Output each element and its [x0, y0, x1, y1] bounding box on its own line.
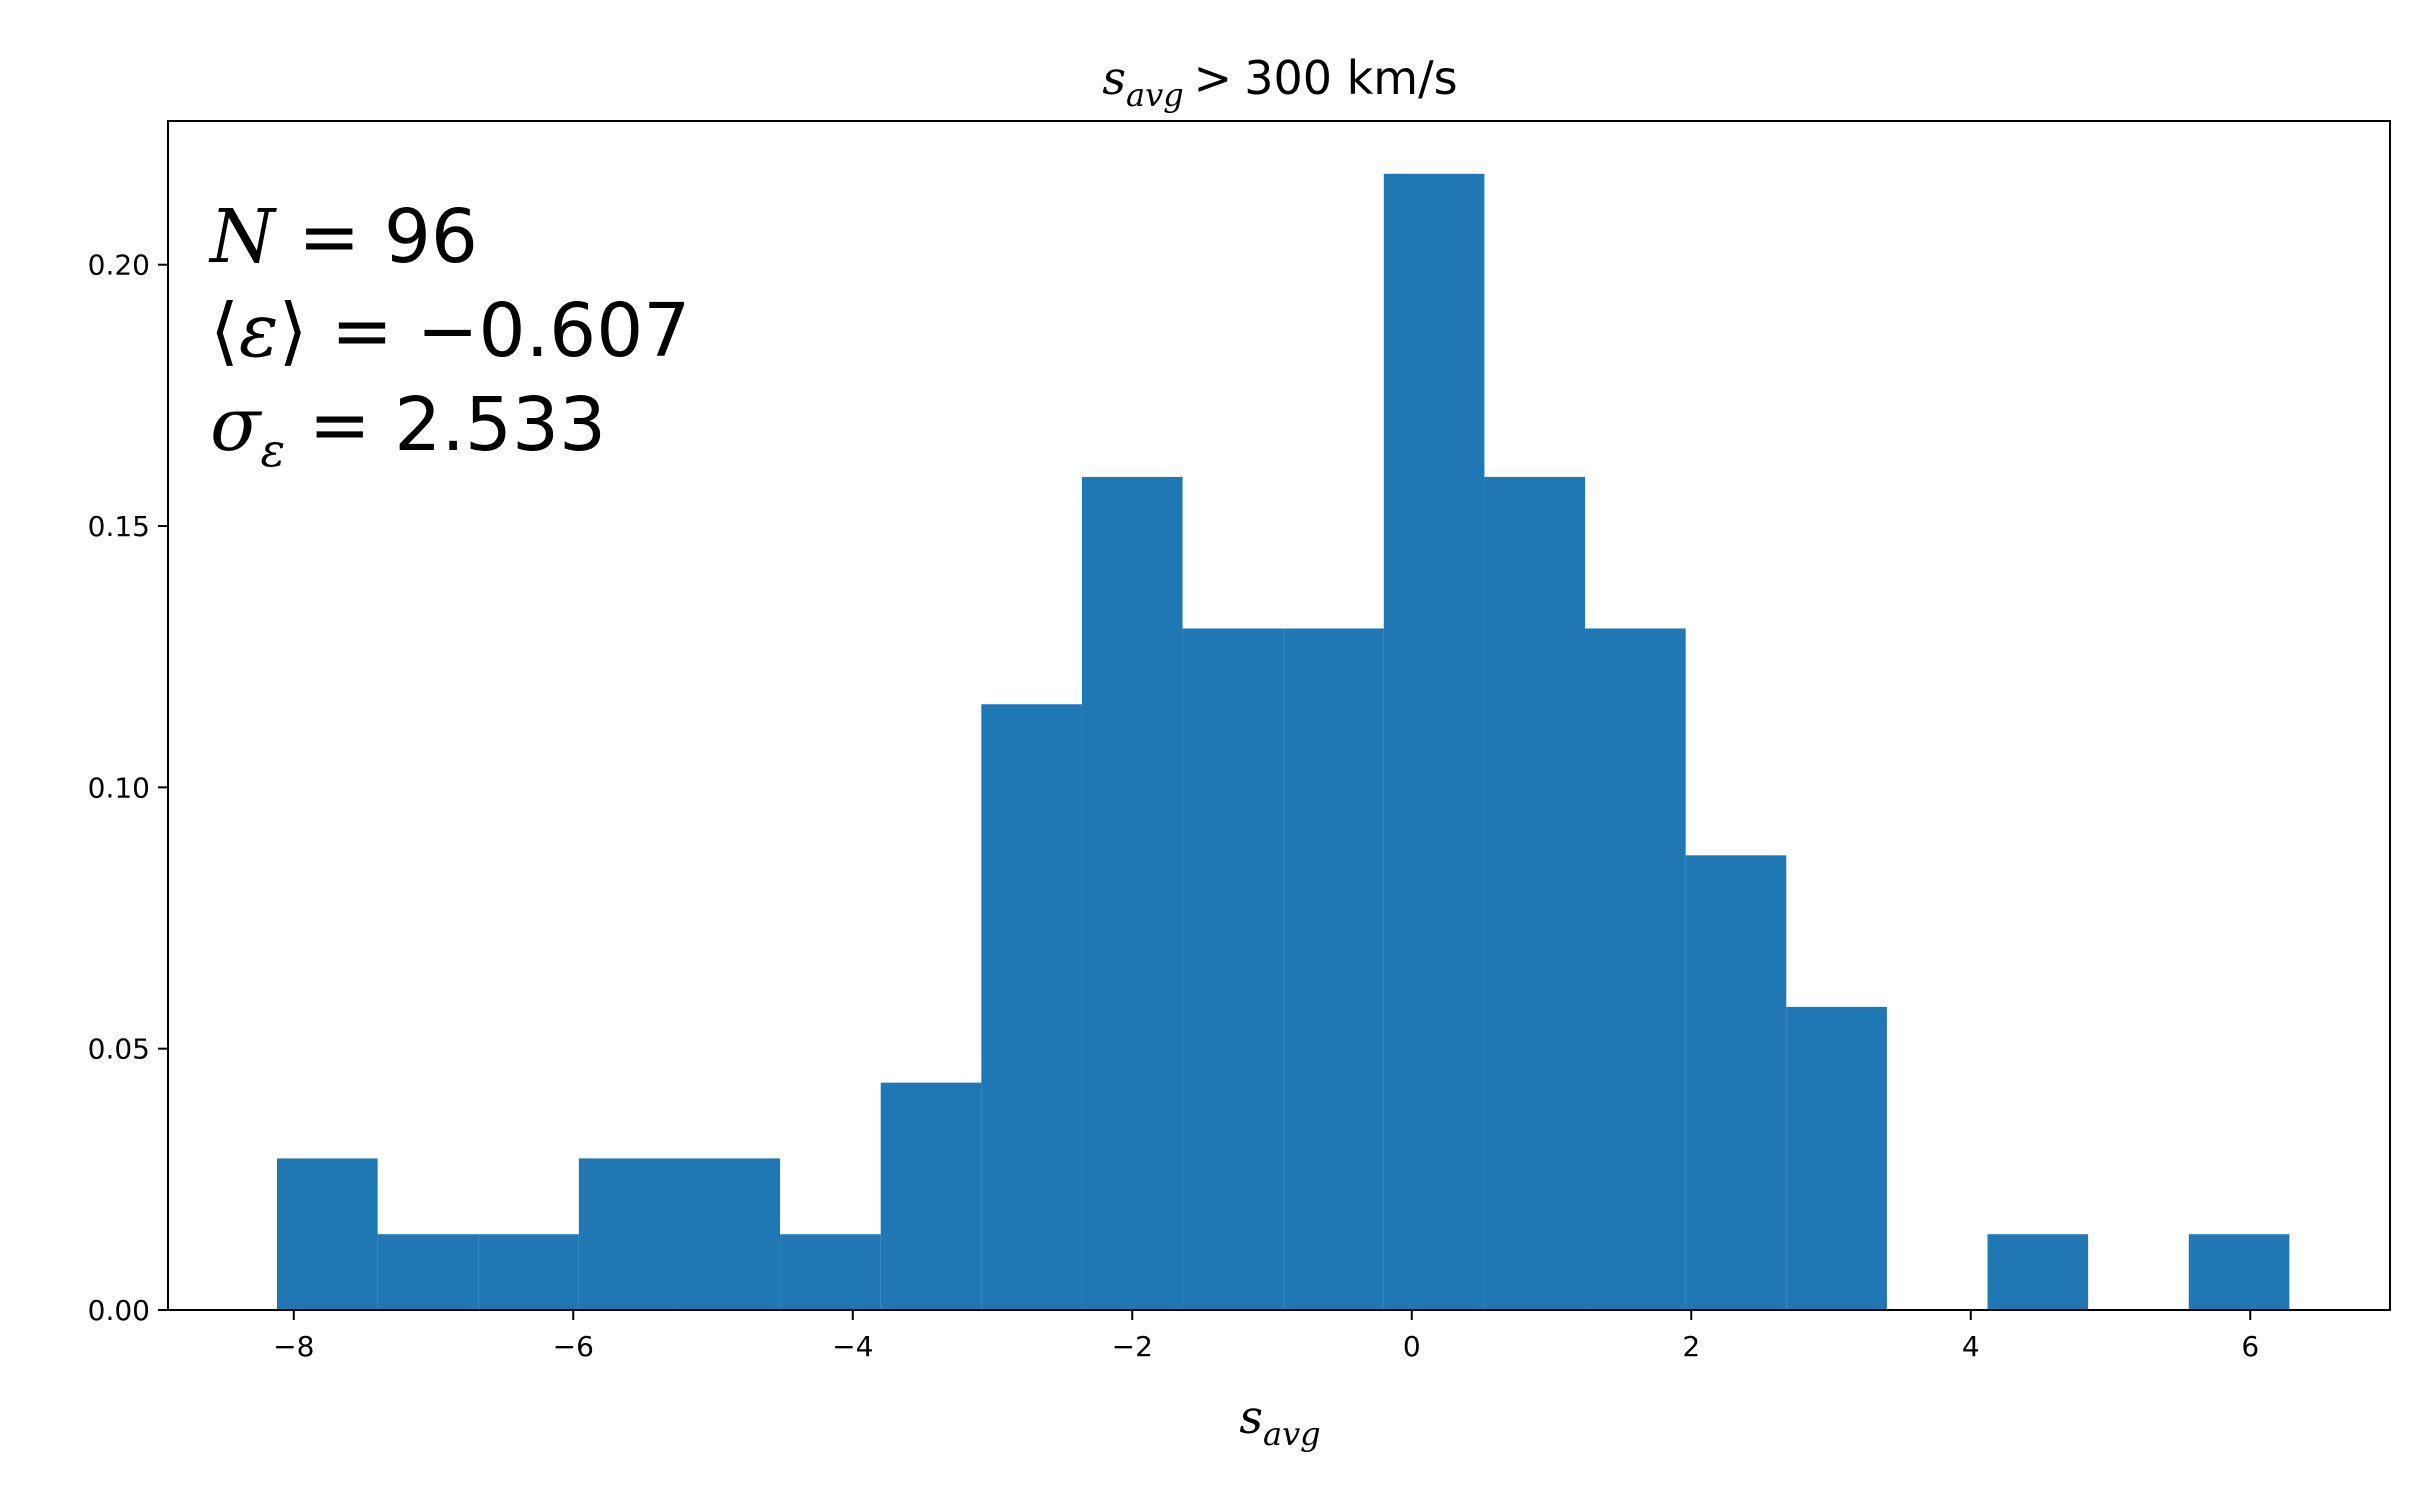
histogram-bar [1484, 476, 1586, 1311]
annotation-sigma-equals: = [285, 382, 394, 468]
annotation-sigma-symbol: σ [210, 382, 263, 468]
annotation-sigma-subscript: ε [261, 423, 286, 477]
title-operator: > [1194, 51, 1233, 105]
annotation-mean: ⟨ε⟩ = −0.607 [210, 288, 690, 374]
x-tick-label: 2 [1682, 1330, 1700, 1363]
x-tick-label: −4 [832, 1330, 873, 1363]
histogram-bar [578, 1158, 680, 1310]
y-axis: 0.00 0.05 0.10 0.15 0.20 [88, 249, 168, 1327]
annotation-sigma: σε = 2.533 [210, 382, 606, 477]
histogram-bar [1987, 1234, 2089, 1310]
y-tick-label: 0.05 [88, 1033, 150, 1066]
chart-title: savg >300 km/s [1102, 51, 1457, 114]
histogram-bar [1685, 855, 1787, 1310]
histogram-bar [377, 1234, 479, 1310]
histogram-bar [780, 1234, 881, 1310]
x-axis: −8 −6 −4 −2 0 2 4 6 [273, 1310, 2259, 1363]
annotation-n-symbol: N [208, 194, 277, 280]
x-tick-label: −2 [1112, 1330, 1153, 1363]
y-tick-label: 0.00 [88, 1294, 150, 1327]
bars-layer [277, 173, 2290, 1311]
annotation-n: N = 96 [208, 194, 478, 280]
axes-frame [167, 120, 2391, 1311]
annotation-n-equals: = [275, 194, 384, 280]
annotation-mean-close: ⟩ [279, 288, 308, 374]
histogram-bar [679, 1158, 781, 1310]
annotation-mean-value: −0.607 [417, 288, 691, 374]
x-axis-label-symbol: s [1239, 1390, 1263, 1444]
histogram-bar [2188, 1234, 2290, 1310]
x-axis-label-subscript: avg [1263, 1415, 1321, 1453]
title-symbol: s [1102, 51, 1126, 105]
annotation-mean-open: ⟨ [210, 288, 239, 374]
x-axis-label: savg [1239, 1390, 1320, 1453]
histogram-bar [1182, 628, 1284, 1310]
histogram-bar [1383, 173, 1485, 1310]
annotation-mean-symbol: ε [239, 288, 279, 374]
x-tick-label: 6 [2241, 1330, 2259, 1363]
x-tick-label: 4 [1962, 1330, 1980, 1363]
x-tick-label: 0 [1403, 1330, 1421, 1363]
histogram-bar [880, 1082, 982, 1310]
histogram-bar [277, 1158, 378, 1310]
x-tick-label: −6 [553, 1330, 594, 1363]
histogram-bar [478, 1234, 579, 1310]
annotation-mean-equals: = [307, 288, 416, 374]
histogram-bar [1786, 1006, 1887, 1310]
title-rest: 300 km/s [1244, 51, 1457, 105]
histogram-bar [1081, 476, 1183, 1311]
stats-annotation: N = 96 ⟨ε⟩ = −0.607 σε = 2.533 [208, 194, 690, 477]
title-subscript: avg [1126, 76, 1184, 114]
histogram-bar [981, 704, 1082, 1310]
annotation-sigma-value: 2.533 [394, 382, 606, 468]
histogram-bar [1585, 628, 1686, 1310]
y-tick-label: 0.10 [88, 771, 150, 804]
histogram-bar [1283, 628, 1384, 1310]
y-tick-label: 0.15 [88, 510, 150, 543]
y-tick-label: 0.20 [88, 249, 150, 282]
x-tick-label: −8 [273, 1330, 314, 1363]
annotation-n-value: 96 [384, 194, 478, 280]
